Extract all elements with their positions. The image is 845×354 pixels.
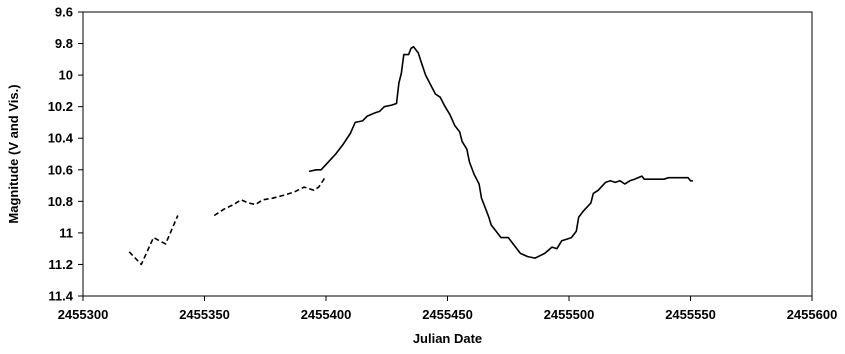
- series-layer: [128, 45, 693, 266]
- x-tick-label: 2455550: [665, 307, 716, 322]
- x-tick-label: 2455500: [544, 307, 595, 322]
- y-tick-label: 11: [59, 225, 73, 240]
- x-tick-label: 2455450: [422, 307, 473, 322]
- y-tick-label: 10: [59, 68, 73, 83]
- y-axis-ticks: 9.6 9.8 10 10.2 10.4 10.6 10.8 11 11.2 11.4: [48, 5, 83, 304]
- y-tick-label: 9.8: [55, 36, 73, 51]
- y-tick-label: 10.2: [48, 99, 73, 114]
- y-tick-label: 11.2: [48, 257, 73, 272]
- solid-series-line: [308, 45, 693, 259]
- dashed-series-line: [128, 215, 179, 266]
- x-tick-label: 2455300: [58, 307, 109, 322]
- y-tick-label: 10.6: [48, 162, 73, 177]
- dashed-series-line: [213, 175, 327, 217]
- y-axis-title: Magnitude (V and Vis.): [6, 84, 21, 223]
- y-tick-label: 10.4: [48, 131, 74, 146]
- x-axis-ticks: 2455300 2455350 2455400 2455450 2455500 24555…: [58, 296, 838, 322]
- y-tick-label: 11.4: [48, 289, 73, 304]
- plot-area-frame: [82, 11, 813, 297]
- x-tick-label: 2455350: [179, 307, 230, 322]
- x-tick-label: 2455400: [301, 307, 352, 322]
- y-tick-label: 10.8: [48, 194, 73, 209]
- x-axis-title: Julian Date: [413, 331, 482, 346]
- x-tick-label: 2455600: [787, 307, 838, 322]
- y-tick-label: 9.6: [55, 5, 73, 20]
